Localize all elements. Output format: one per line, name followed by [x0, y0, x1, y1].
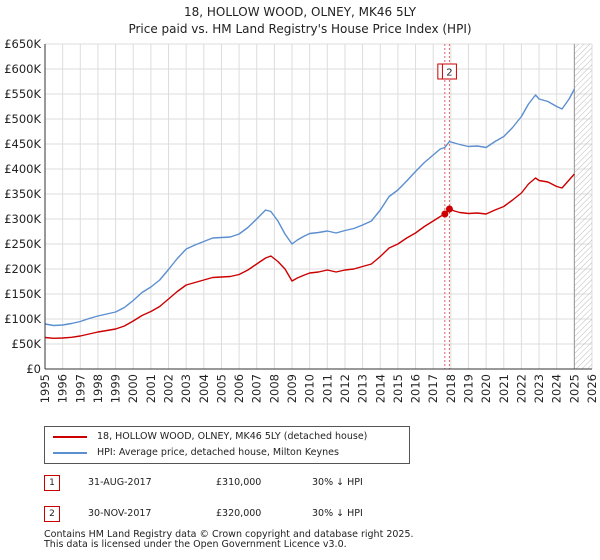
y-tick-label: £400K: [4, 162, 41, 176]
y-tick-label: £50K: [12, 337, 42, 351]
footer-line-2: This data is licensed under the Open Gov…: [44, 539, 347, 550]
y-tick-label: £500K: [4, 112, 41, 126]
y-tick-label: £650K: [4, 37, 41, 51]
x-tick-label: 2021: [497, 374, 511, 403]
x-tick-label: 2022: [514, 374, 528, 403]
y-tick-label: £200K: [4, 262, 41, 276]
legend: 18, HOLLOW WOOD, OLNEY, MK46 5LY (detach…: [44, 426, 410, 464]
x-tick-label: 2013: [356, 374, 370, 403]
x-tick-label: 1997: [73, 374, 87, 403]
y-tick-label: £100K: [4, 312, 41, 326]
transaction-hpi-diff: 30% ↓ HPI: [312, 477, 363, 488]
transaction-price: £320,000: [216, 508, 262, 519]
transaction-number: 1: [44, 475, 60, 491]
transaction-date: 30-NOV-2017: [88, 508, 152, 519]
x-tick-label: 2020: [479, 374, 493, 403]
transaction-number: 2: [44, 506, 60, 522]
x-tick-label: 2006: [232, 374, 246, 403]
x-tick-label: 2007: [250, 374, 264, 403]
x-tick-label: 2015: [391, 374, 405, 403]
x-tick-label: 2000: [126, 374, 140, 403]
transaction-hpi-diff: 30% ↓ HPI: [312, 508, 363, 519]
transaction-price: £310,000: [216, 477, 262, 488]
y-tick-label: £550K: [4, 87, 41, 101]
x-tick-label: 2008: [267, 374, 281, 403]
x-tick-label: 2010: [303, 374, 317, 403]
legend-swatch-property: [53, 435, 87, 438]
footer-attribution: Contains HM Land Registry data © Crown c…: [44, 530, 414, 550]
transaction-row: 2 30-NOV-2017 £320,000 30% ↓ HPI: [44, 504, 444, 524]
x-tick-label: 2003: [179, 374, 193, 403]
x-tick-label: 2002: [162, 374, 176, 403]
legend-item-property: 18, HOLLOW WOOD, OLNEY, MK46 5LY (detach…: [53, 429, 367, 445]
y-tick-label: £150K: [4, 287, 41, 301]
transaction-date: 31-AUG-2017: [88, 477, 152, 488]
y-tick-label: £600K: [4, 62, 41, 76]
x-tick-label: 2018: [444, 374, 458, 403]
title-line-1: 18, HOLLOW WOOD, OLNEY, MK46 5LY: [183, 5, 417, 19]
sale-marker-label: 2: [446, 68, 452, 79]
price-chart: 12 £0£50K£100K£150K£200K£250K£300K£350K£…: [4, 37, 599, 403]
property-price-line: [44, 173, 575, 339]
x-tick-label: 2005: [214, 374, 228, 403]
x-tick-label: 2016: [409, 374, 423, 403]
x-tick-label: 2024: [550, 374, 564, 403]
sale-marker-box: [441, 63, 457, 80]
x-tick-label: 1998: [91, 374, 105, 403]
future-hatch-region: [574, 44, 592, 369]
x-tick-label: 2026: [585, 374, 599, 403]
x-tick-label: 2025: [567, 374, 581, 403]
hpi-line: [44, 88, 576, 327]
x-tick-label: 2009: [285, 374, 299, 403]
y-tick-label: £350K: [4, 187, 41, 201]
footer-line-1: Contains HM Land Registry data © Crown c…: [44, 529, 414, 540]
x-tick-label: 2019: [461, 374, 475, 403]
legend-swatch-hpi: [53, 451, 87, 454]
transaction-row: 1 31-AUG-2017 £310,000 30% ↓ HPI: [44, 473, 444, 493]
chart-title: 18, HOLLOW WOOD, OLNEY, MK46 5LY Price p…: [0, 4, 600, 38]
x-tick-label: 2023: [532, 374, 546, 403]
y-tick-label: £250K: [4, 237, 41, 251]
y-tick-label: £0: [26, 362, 41, 376]
sale-point: [445, 205, 453, 213]
y-tick-label: £450K: [4, 137, 41, 151]
x-tick-label: 2017: [426, 374, 440, 403]
x-tick-label: 1996: [56, 374, 70, 403]
legend-label-property: 18, HOLLOW WOOD, OLNEY, MK46 5LY (detach…: [97, 431, 368, 442]
legend-item-hpi: HPI: Average price, detached house, Milt…: [53, 445, 339, 461]
x-tick-label: 2011: [320, 374, 334, 403]
plot-area: [45, 44, 592, 369]
x-tick-label: 2012: [338, 374, 352, 403]
title-line-2: Price paid vs. HM Land Registry's House …: [128, 22, 472, 36]
sale-point: [441, 210, 449, 218]
x-tick-label: 1995: [38, 374, 52, 403]
legend-label-hpi: HPI: Average price, detached house, Milt…: [97, 447, 339, 458]
x-tick-label: 2004: [197, 374, 211, 403]
x-tick-label: 1999: [109, 374, 123, 403]
y-tick-label: £300K: [4, 212, 41, 226]
x-tick-label: 2014: [373, 374, 387, 403]
x-tick-label: 2001: [144, 374, 158, 403]
